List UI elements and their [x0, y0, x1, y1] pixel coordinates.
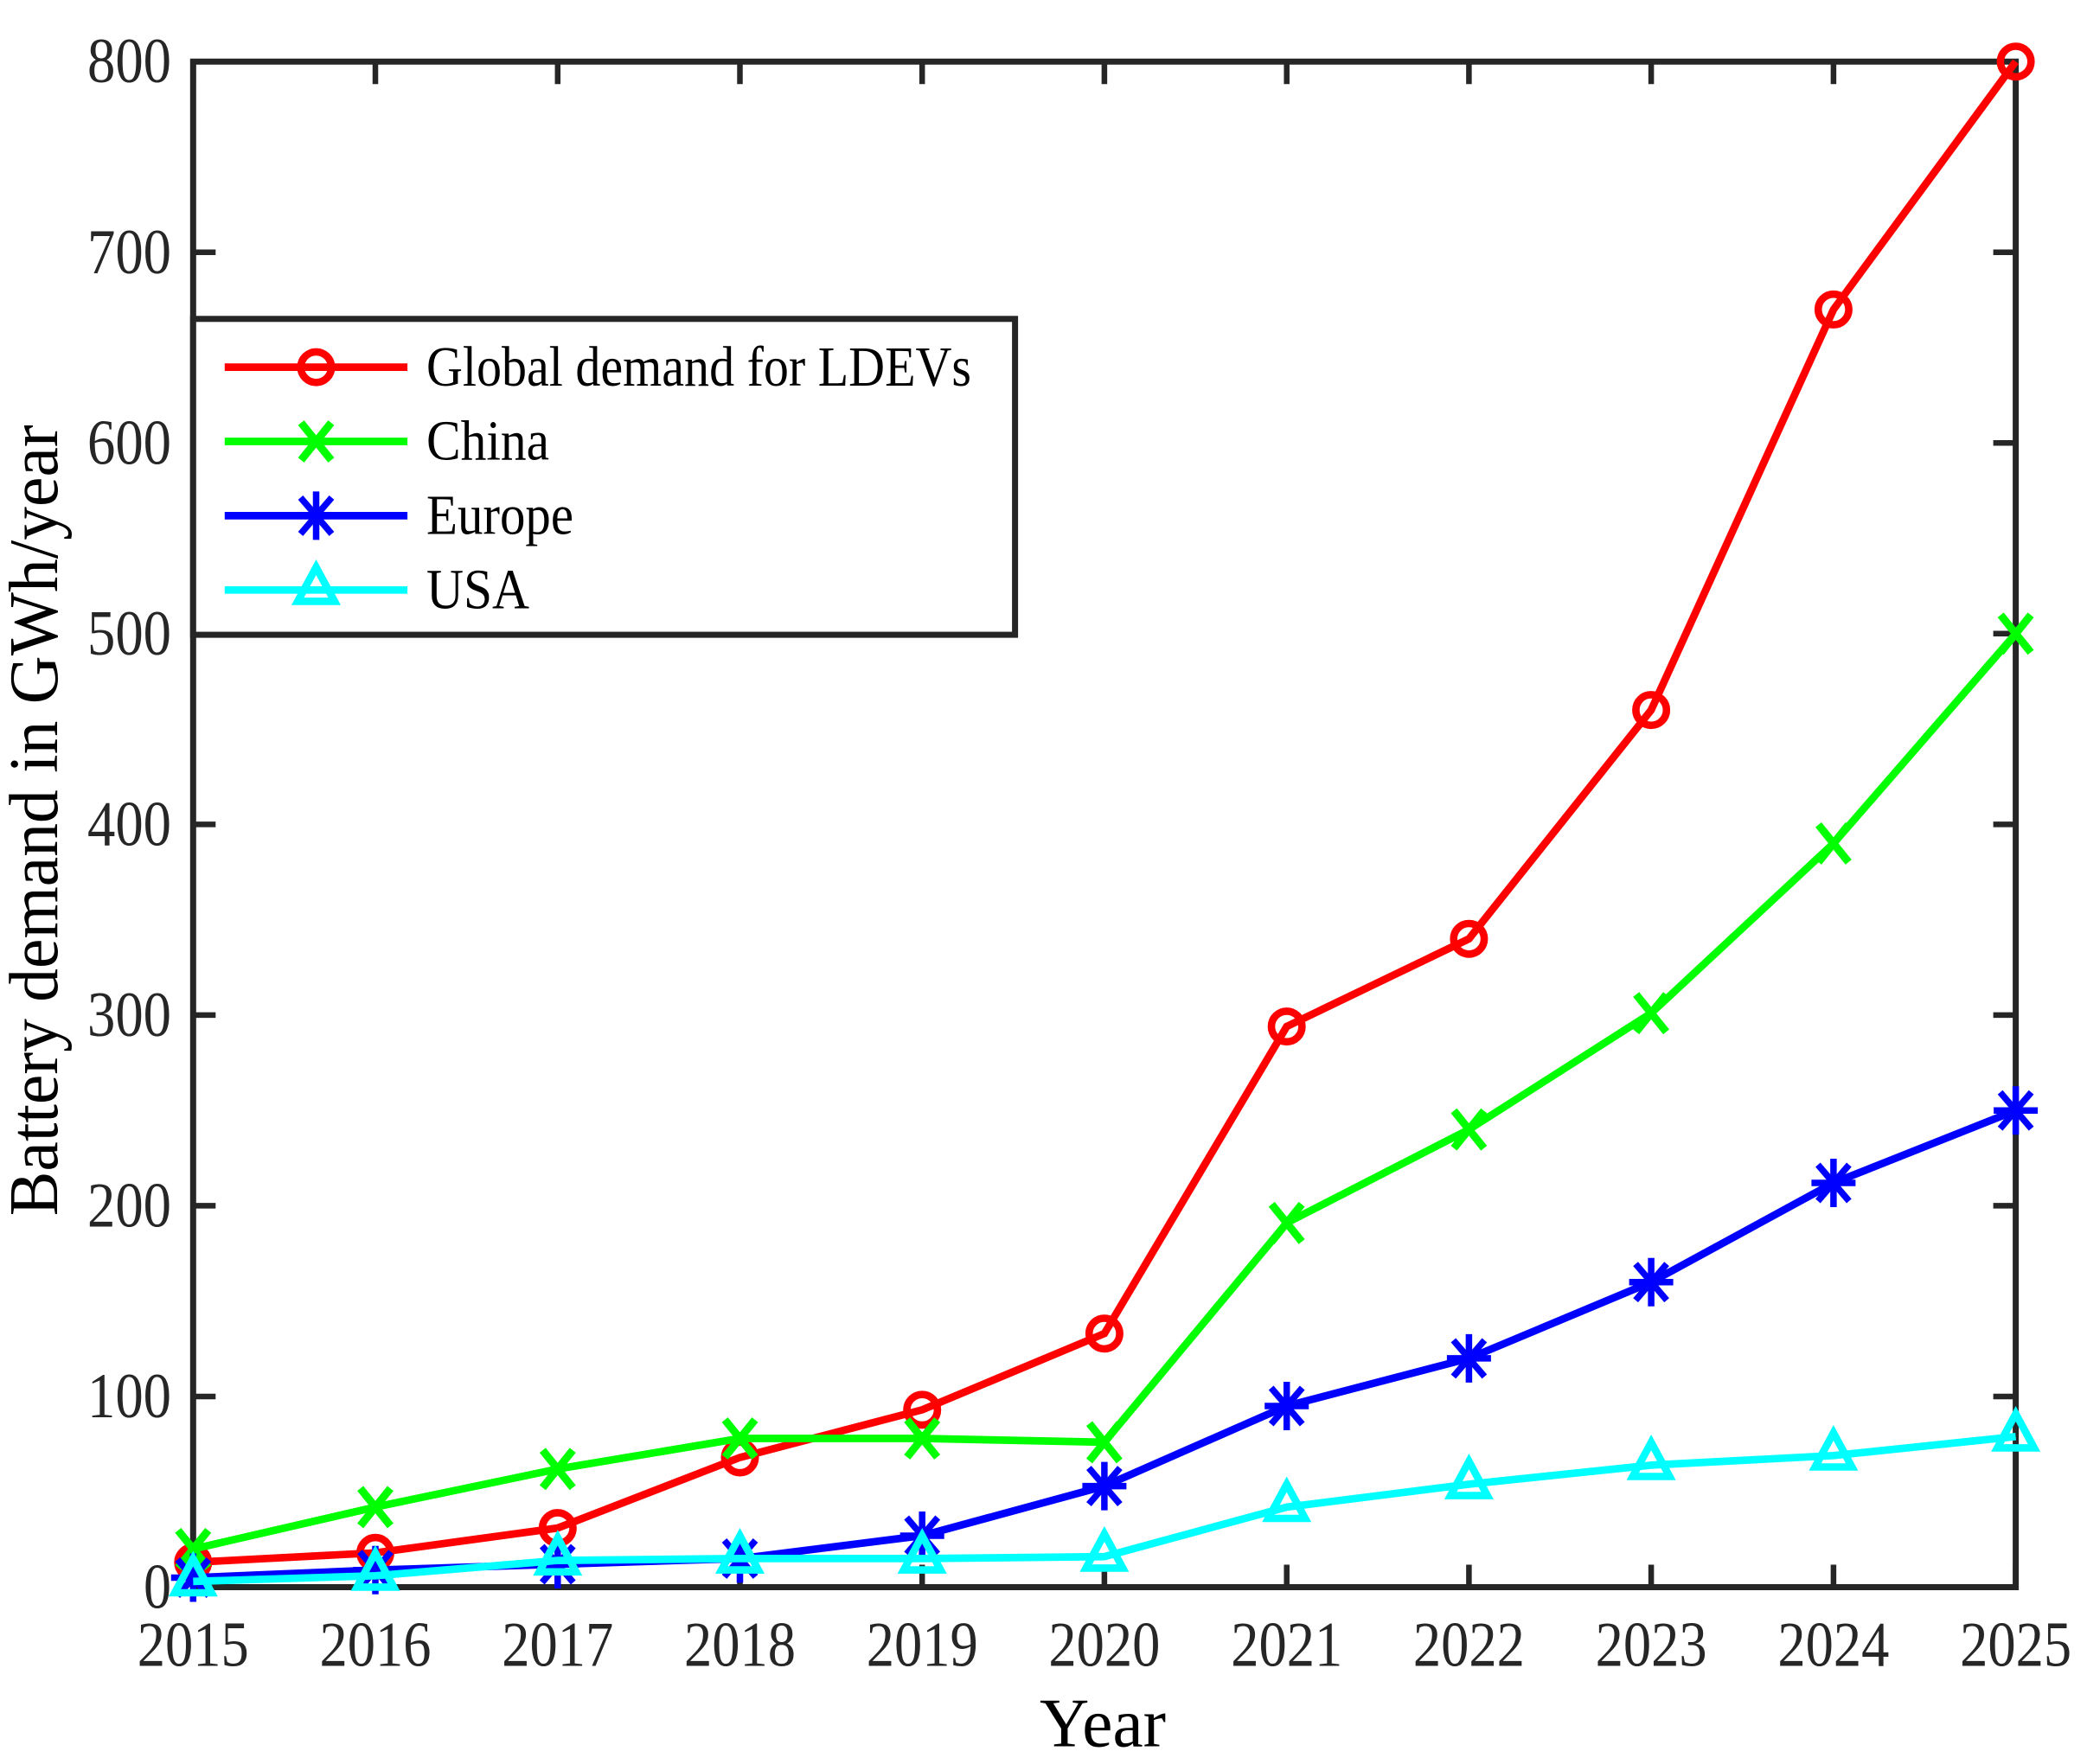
svg-text:2018: 2018: [684, 1610, 796, 1681]
svg-text:Battery demand in GWh/year: Battery demand in GWh/year: [0, 425, 73, 1216]
svg-text:2020: 2020: [1048, 1610, 1160, 1681]
svg-text:2025: 2025: [1960, 1610, 2071, 1681]
svg-text:300: 300: [87, 980, 171, 1051]
svg-text:2021: 2021: [1231, 1610, 1342, 1681]
svg-text:2022: 2022: [1413, 1610, 1525, 1681]
svg-text:2016: 2016: [320, 1610, 432, 1681]
svg-text:600: 600: [87, 407, 171, 478]
svg-text:Global demand for LDEVs: Global demand for LDEVs: [426, 336, 971, 399]
svg-text:0: 0: [144, 1552, 171, 1623]
svg-text:2023: 2023: [1596, 1610, 1707, 1681]
svg-text:2015: 2015: [138, 1610, 249, 1681]
svg-text:2019: 2019: [867, 1610, 978, 1681]
svg-text:Europe: Europe: [426, 484, 573, 547]
svg-text:2024: 2024: [1777, 1610, 1889, 1681]
svg-text:Year: Year: [1040, 1684, 1166, 1762]
svg-text:400: 400: [87, 789, 171, 860]
svg-text:500: 500: [87, 598, 171, 669]
svg-text:200: 200: [87, 1170, 171, 1241]
svg-text:700: 700: [87, 217, 171, 288]
svg-text:China: China: [426, 410, 549, 473]
svg-text:2017: 2017: [502, 1610, 613, 1681]
svg-text:USA: USA: [426, 559, 529, 622]
svg-text:100: 100: [87, 1361, 171, 1432]
svg-text:800: 800: [87, 26, 171, 97]
